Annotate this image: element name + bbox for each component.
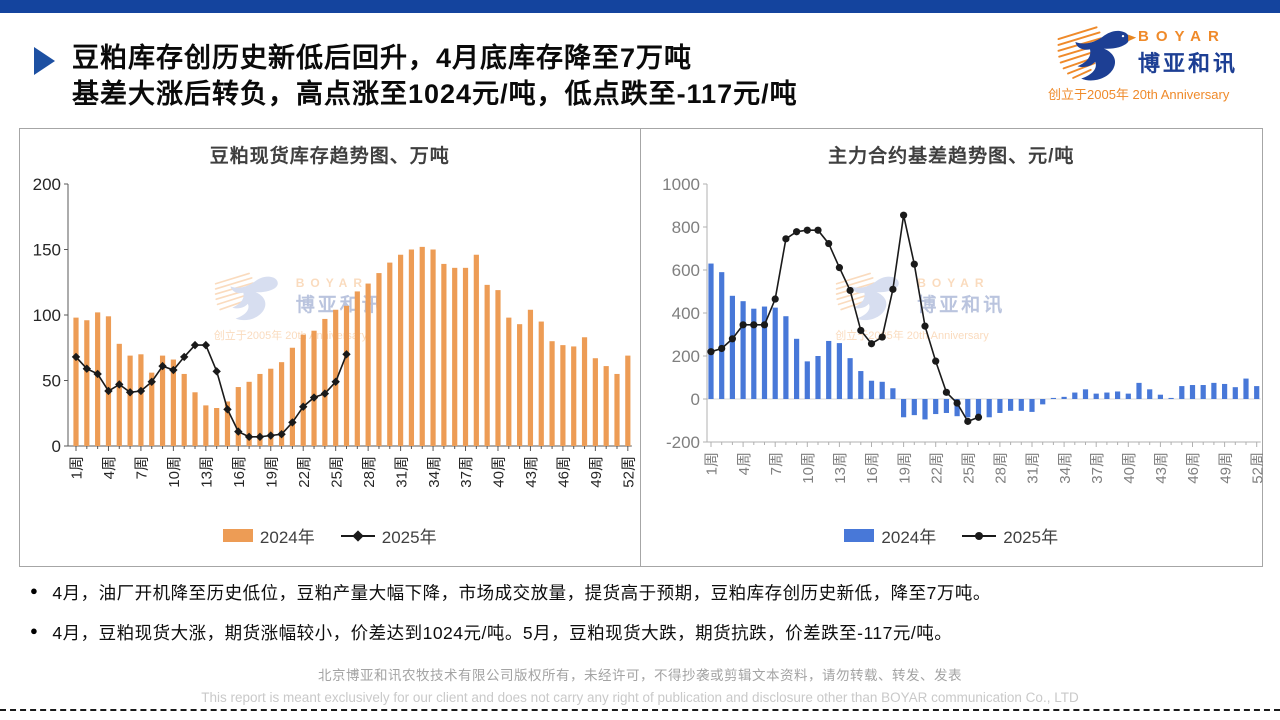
legend-item-2025: 2025年	[962, 523, 1058, 548]
svg-text:200: 200	[33, 175, 61, 194]
svg-text:10周: 10周	[800, 452, 817, 484]
inventory-chart: 豆粕现货库存趋势图、万吨 BOYAR 博亚和讯	[20, 129, 640, 566]
legend-2025-label: 2025年	[1003, 528, 1059, 547]
svg-text:46周: 46周	[556, 456, 573, 488]
page-title: 豆粕库存创历史新低后回升，4月底库存降至7万吨 基差大涨后转负，高点涨至1024…	[72, 40, 798, 112]
svg-text:19周: 19周	[263, 456, 280, 488]
svg-text:4周: 4周	[735, 452, 752, 475]
charts-panel: 豆粕现货库存趋势图、万吨 BOYAR 博亚和讯	[19, 128, 1263, 567]
svg-text:52周: 52周	[1249, 452, 1263, 484]
inventory-chart-title: 豆粕现货库存趋势图、万吨	[209, 146, 450, 167]
svg-text:50: 50	[42, 372, 61, 391]
svg-text:28周: 28周	[992, 452, 1009, 484]
inventory-legend: 2024年 2025年	[20, 523, 640, 548]
boyar-logo: BOYAR 博亚和讯 创立于2005年 20th Anniversary	[1042, 18, 1242, 110]
svg-text:800: 800	[671, 218, 699, 237]
svg-text:22周: 22周	[928, 452, 945, 484]
svg-text:7周: 7周	[767, 452, 784, 475]
svg-text:1周: 1周	[703, 452, 720, 475]
bullet-icon: ●	[30, 583, 39, 598]
inventory-plot-area: 0 50 100 150 200 1周 4周 7周 10周 13周 16周 19周 22周 25周 28周 3…	[33, 175, 638, 488]
footer-copyright-cn: 北京博亚和讯农牧技术有限公司版权所有，未经许可，不得抄袭或剪辑文本资料，请勿转载…	[318, 668, 962, 683]
legend-2025-swatch	[962, 529, 997, 542]
svg-text:600: 600	[671, 261, 699, 280]
svg-text:40周: 40周	[1121, 452, 1138, 484]
bullet-text-1: 4月，油厂开机降至历史低位，豆粕产量大幅下降，市场成交放量，提货高于预期，豆粕库…	[52, 583, 991, 603]
legend-item-2025: 2025年	[340, 523, 437, 548]
legend-item-2024: 2024年	[844, 523, 936, 548]
svg-text:43周: 43周	[1153, 452, 1170, 484]
footer-disclaimer-en: This report is meant exclusively for our…	[201, 690, 1079, 705]
footer: 北京博亚和讯农牧技术有限公司版权所有，未经许可，不得抄袭或剪辑文本资料，请勿转载…	[0, 664, 1280, 705]
svg-text:10周: 10周	[166, 456, 183, 488]
svg-text:100: 100	[33, 306, 61, 325]
svg-text:25周: 25周	[328, 456, 345, 488]
logo-text-cn: 博亚和讯	[1138, 51, 1239, 76]
svg-text:150: 150	[33, 241, 61, 260]
svg-text:-200: -200	[665, 433, 699, 452]
svg-text:43周: 43周	[523, 456, 540, 488]
bird-logo-icon	[1057, 26, 1137, 81]
page-title-line2: 基差大涨后转负，高点涨至1024元/吨，低点跌至-117元/吨	[72, 79, 798, 109]
legend-2025-swatch	[340, 529, 375, 542]
svg-text:25周: 25周	[960, 452, 977, 484]
legend-2024-label: 2024年	[881, 528, 937, 547]
basis-chart: 主力合约基差趋势图、元/吨 BOYAR 博亚和讯	[639, 129, 1263, 566]
svg-text:4周: 4周	[101, 456, 118, 479]
bullet-text-2: 4月，豆粕现货大涨，期货涨幅较小，价差达到1024元/吨。5月，豆粕现货大跌，期…	[52, 623, 953, 643]
logo-text-en: BOYAR	[1138, 28, 1226, 45]
svg-text:34周: 34周	[1056, 452, 1073, 484]
svg-text:13周: 13周	[199, 456, 216, 488]
svg-text:200: 200	[671, 347, 699, 366]
bottom-dashed-divider	[0, 709, 1280, 711]
svg-text:16周: 16周	[864, 452, 881, 484]
svg-text:7周: 7周	[134, 456, 151, 479]
page-title-line1: 豆粕库存创历史新低后回升，4月底库存降至7万吨	[72, 43, 693, 73]
svg-text:31周: 31周	[393, 456, 410, 488]
bullet-icon: ●	[30, 623, 39, 638]
svg-text:400: 400	[671, 304, 699, 323]
summary-bullets: ● 4月，油厂开机降至历史低位，豆粕产量大幅下降，市场成交放量，提货高于预期，豆…	[30, 580, 1260, 660]
bullet-item-2: ● 4月，豆粕现货大涨，期货涨幅较小，价差达到1024元/吨。5月，豆粕现货大跌…	[30, 620, 1260, 645]
svg-text:34周: 34周	[426, 456, 443, 488]
svg-text:52周: 52周	[621, 456, 638, 488]
top-banner	[0, 0, 1280, 13]
circle-marker-icon	[975, 532, 984, 540]
svg-text:0: 0	[690, 390, 699, 409]
svg-text:19周: 19周	[896, 452, 913, 484]
svg-text:49周: 49周	[588, 456, 605, 488]
svg-text:13周: 13周	[832, 452, 849, 484]
logo-tagline: 创立于2005年 20th Anniversary	[1048, 87, 1230, 102]
legend-item-2024: 2024年	[222, 523, 315, 548]
svg-text:40周: 40周	[491, 456, 508, 488]
legend-2024-swatch	[222, 529, 253, 542]
svg-text:31周: 31周	[1024, 452, 1041, 484]
svg-text:1000: 1000	[662, 175, 700, 194]
svg-text:37周: 37周	[458, 456, 475, 488]
svg-text:49周: 49周	[1217, 452, 1234, 484]
basis-chart-title: 主力合约基差趋势图、元/吨	[828, 146, 1075, 167]
title-arrow-icon	[34, 47, 55, 75]
legend-2025-label: 2025年	[381, 528, 437, 547]
legend-2024-swatch	[844, 529, 875, 542]
diamond-marker-icon	[352, 530, 364, 542]
svg-text:0: 0	[52, 437, 61, 456]
basis-plot-area: -200 0 200 400 600 800 1000 1周 4周 7周 10周 13周 16周 19周 2…	[662, 175, 1263, 484]
basis-legend: 2024年 2025年	[641, 523, 1263, 548]
svg-text:28周: 28周	[361, 456, 378, 488]
bullet-item-1: ● 4月，油厂开机降至历史低位，豆粕产量大幅下降，市场成交放量，提货高于预期，豆…	[30, 580, 1260, 605]
svg-text:1周: 1周	[69, 456, 86, 479]
svg-text:22周: 22周	[296, 456, 313, 488]
svg-text:46周: 46周	[1185, 452, 1202, 484]
legend-2024-label: 2024年	[259, 528, 315, 547]
svg-text:37周: 37周	[1088, 452, 1105, 484]
svg-text:16周: 16周	[231, 456, 248, 488]
